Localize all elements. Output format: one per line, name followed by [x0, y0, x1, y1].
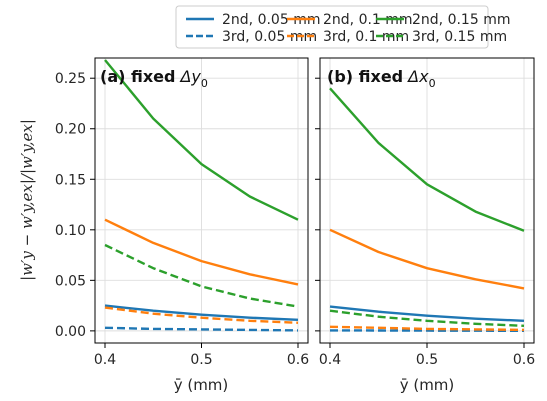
panel-b-title-sub: 0 — [429, 77, 436, 90]
x-tick-label: 0.6 — [513, 352, 535, 368]
y-tick-label: 0.20 — [55, 122, 86, 138]
x-tick-label: 0.4 — [94, 352, 116, 368]
series-line-3rd-0-1-mm — [329, 325, 525, 332]
legend-label-3rd-0-1-mm: 3rd, 0.1 mm — [323, 29, 409, 45]
panel-b-title-bold: (b) fixed — [327, 67, 403, 86]
x-axis-label-a: ȳ (mm) — [174, 376, 229, 394]
series-line-3rd-0-15-mm — [104, 243, 299, 308]
x-tick-label: 0.4 — [319, 352, 341, 368]
y-tick-label: 0.25 — [55, 71, 86, 87]
legend-label-2nd-0-05-mm: 2nd, 0.05 mm — [222, 12, 320, 28]
series-line-3rd-0-1-mm — [104, 306, 299, 324]
series-line-2nd-0-15-mm — [104, 59, 299, 221]
legend-label-3rd-0-05-mm: 3rd, 0.05 mm — [222, 29, 317, 45]
panel-a-series — [104, 59, 299, 332]
panel-b-title: (b) fixed Δx0 — [327, 67, 436, 90]
series-line-2nd-0-1-mm — [104, 218, 299, 286]
y-axis-label: |w′y − w′y,ex|/|w′y,ex| — [18, 119, 36, 281]
series-line-2nd-0-1-mm — [329, 228, 525, 290]
legend-label-2nd-0-15-mm: 2nd, 0.15 mm — [412, 12, 510, 28]
legend-label-3rd-0-15-mm: 3rd, 0.15 mm — [412, 29, 507, 45]
panel-b-grid — [320, 58, 534, 343]
panel-a-grid — [95, 58, 308, 343]
y-tick-label: 0.15 — [55, 172, 86, 188]
panel-a-title-bold: (a) fixed — [100, 67, 175, 86]
x-tick-label: 0.5 — [416, 352, 438, 368]
series-line-2nd-0-15-mm — [329, 87, 525, 232]
panel-b-title-math: Δx — [406, 67, 429, 86]
series-line-2nd-0-05-mm — [104, 304, 299, 321]
legend: 2nd, 0.05 mm 2nd, 0.1 mm 2nd, 0.15 mm3rd, … — [175, 5, 510, 49]
legend-label-2nd-0-1-mm: 2nd, 0.1 mm — [323, 12, 413, 28]
y-tick-label: 0.05 — [55, 273, 86, 289]
x-axis-label-b: ȳ (mm) — [400, 376, 455, 394]
x-tick-label: 0.5 — [190, 352, 212, 368]
panel-a-title-sub: 0 — [201, 77, 208, 90]
series-line-2nd-0-05-mm — [329, 305, 525, 322]
panel-a: (a) fixed Δy0 0.4 0.5 0.6 0.00 0.05 0.10 0.15 0.… — [55, 57, 309, 368]
x-tick-label: 0.6 — [287, 352, 309, 368]
y-tick-label: 0.10 — [55, 223, 86, 239]
panel-a-title: (a) fixed Δy0 — [100, 67, 208, 90]
panel-b: (b) fixed Δx0 0.4 0.5 0.6 — [315, 57, 535, 368]
y-tick-label: 0.00 — [55, 324, 86, 340]
panel-a-title-math: Δy — [178, 67, 201, 86]
series-line-3rd-0-05-mm — [104, 326, 299, 332]
panel-b-series — [329, 87, 525, 332]
series-line-3rd-0-15-mm — [329, 309, 525, 327]
legend-frame — [175, 5, 489, 49]
